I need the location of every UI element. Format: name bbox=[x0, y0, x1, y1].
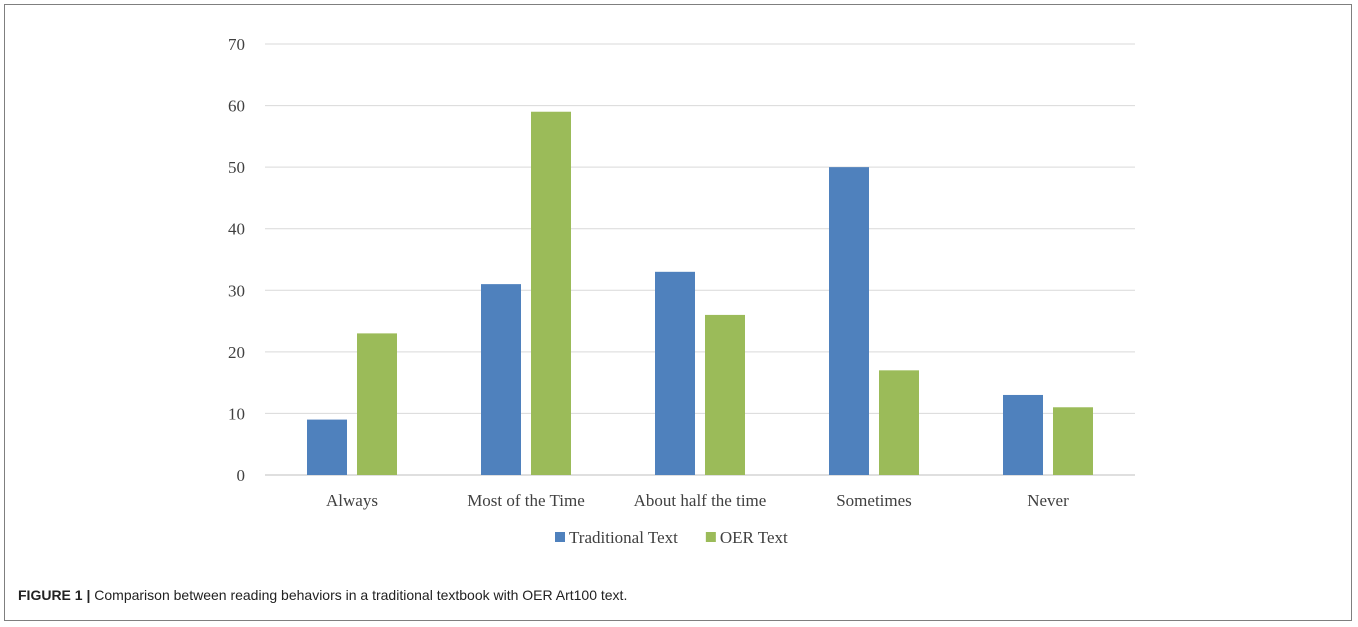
caption-label: FIGURE 1 | bbox=[18, 587, 91, 603]
y-tick-label: 20 bbox=[228, 343, 245, 362]
y-tick-label: 50 bbox=[228, 158, 245, 177]
x-category-label: Always bbox=[326, 491, 378, 510]
x-category-label: Never bbox=[1027, 491, 1069, 510]
bar-oer-text-never bbox=[1053, 407, 1093, 475]
bar-traditional-text-most-of-the-time bbox=[481, 284, 521, 475]
bar-oer-text-always bbox=[357, 333, 397, 475]
bar-oer-text-sometimes bbox=[879, 370, 919, 475]
x-category-label: Most of the Time bbox=[467, 491, 585, 510]
legend-swatch bbox=[555, 532, 565, 542]
gridlines bbox=[265, 43, 1135, 476]
y-tick-label: 30 bbox=[228, 281, 245, 300]
y-axis-ticks: 0 10 20 30 40 50 60 70 bbox=[228, 35, 245, 485]
bar-traditional-text-always bbox=[307, 419, 347, 475]
bar-traditional-text-about-half-the-time bbox=[655, 271, 695, 475]
bar-traditional-text-sometimes bbox=[829, 167, 869, 475]
x-category-label: About half the time bbox=[634, 491, 767, 510]
y-tick-label: 40 bbox=[228, 220, 245, 239]
x-category-label: Sometimes bbox=[836, 491, 912, 510]
x-axis-labels: Always Most of the Time About half the tim… bbox=[326, 491, 1069, 510]
legend-label: Traditional Text bbox=[569, 528, 678, 547]
figure-caption: FIGURE 1 | Comparison between reading be… bbox=[18, 587, 627, 603]
legend-label: OER Text bbox=[720, 528, 788, 547]
caption-text: Comparison between reading behaviors in … bbox=[90, 587, 628, 603]
y-tick-label: 60 bbox=[228, 97, 245, 116]
bar-oer-text-about-half-the-time bbox=[705, 314, 745, 475]
bar-traditional-text-never bbox=[1003, 394, 1043, 475]
y-tick-label: 70 bbox=[228, 35, 245, 54]
bar-oer-text-most-of-the-time bbox=[531, 111, 571, 475]
bars bbox=[307, 111, 1093, 475]
bar-chart: 0 10 20 30 40 50 60 70 Always Most of the Time Ab… bbox=[228, 35, 1135, 547]
legend-swatch bbox=[705, 532, 716, 542]
y-tick-label: 0 bbox=[237, 466, 246, 485]
y-tick-label: 10 bbox=[228, 404, 245, 423]
legend: Traditional Text OER Text bbox=[555, 528, 788, 547]
